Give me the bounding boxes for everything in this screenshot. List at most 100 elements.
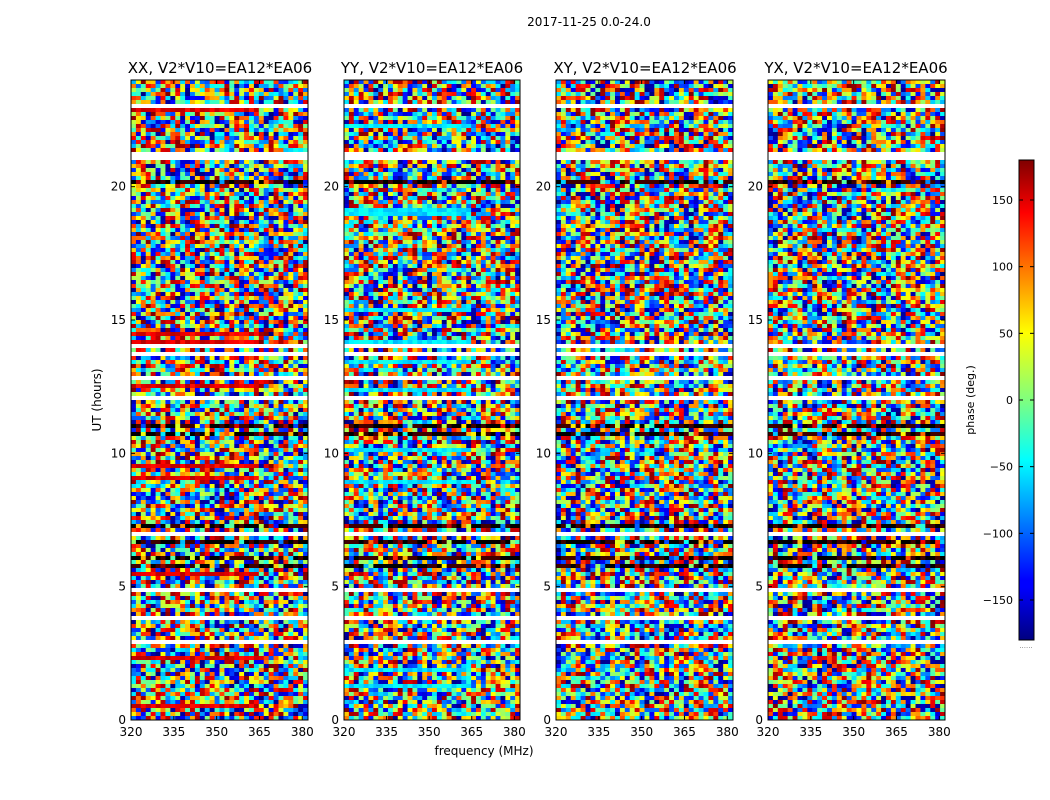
heatmap-cell bbox=[165, 544, 171, 549]
heatmap-cell bbox=[165, 380, 171, 385]
heatmap-cell bbox=[258, 468, 265, 473]
heatmap-cell bbox=[283, 284, 289, 289]
heatmap-cell bbox=[214, 608, 220, 613]
heatmap-cell bbox=[293, 408, 299, 413]
heatmap-cell bbox=[249, 552, 255, 557]
heatmap-cell bbox=[219, 328, 225, 333]
heatmap-cell bbox=[249, 624, 255, 629]
heatmap-cell bbox=[249, 132, 255, 137]
heatmap-cell bbox=[283, 372, 289, 377]
heatmap-cell bbox=[224, 84, 230, 89]
heatmap-cell bbox=[239, 508, 245, 513]
heatmap-cell bbox=[131, 132, 137, 137]
heatmap-cell bbox=[204, 240, 211, 245]
heatmap-cell bbox=[229, 448, 235, 453]
heatmap-cell bbox=[273, 524, 279, 529]
heatmap-cell bbox=[263, 412, 270, 417]
heatmap-cell bbox=[160, 176, 166, 181]
heatmap-cell bbox=[209, 364, 215, 369]
heatmap-cell bbox=[303, 116, 309, 121]
heatmap-cell bbox=[229, 200, 235, 205]
heatmap-cell bbox=[194, 228, 201, 233]
heatmap-cell bbox=[293, 592, 299, 597]
heatmap-cell bbox=[288, 516, 294, 521]
heatmap-cell bbox=[194, 368, 201, 373]
heatmap-cell bbox=[150, 268, 156, 273]
heatmap-cell bbox=[185, 256, 191, 261]
heatmap-cell bbox=[165, 184, 171, 189]
heatmap-cell bbox=[229, 384, 235, 389]
heatmap-cell bbox=[204, 528, 211, 533]
heatmap-cell bbox=[135, 336, 142, 341]
heatmap-cell bbox=[249, 516, 255, 521]
heatmap-cell bbox=[224, 464, 230, 469]
heatmap-cell bbox=[185, 364, 191, 369]
heatmap-cell bbox=[155, 244, 161, 249]
heatmap-cell bbox=[155, 336, 161, 341]
heatmap-cell bbox=[268, 512, 274, 517]
heatmap-cell bbox=[239, 532, 245, 537]
heatmap-cell bbox=[194, 328, 201, 333]
heatmap-cell bbox=[293, 552, 299, 557]
heatmap-cell bbox=[180, 336, 186, 341]
heatmap-cell bbox=[288, 600, 294, 605]
heatmap-cell bbox=[214, 520, 220, 525]
heatmap-cell bbox=[185, 552, 191, 557]
heatmap-cell bbox=[268, 608, 274, 613]
heatmap-cell bbox=[253, 196, 260, 201]
heatmap-cell bbox=[155, 272, 161, 277]
heatmap-cell bbox=[229, 428, 235, 433]
heatmap-cell bbox=[263, 212, 270, 217]
heatmap-cell bbox=[170, 484, 176, 489]
heatmap-cell bbox=[150, 508, 156, 513]
heatmap-cell bbox=[190, 448, 196, 453]
heatmap-cell bbox=[135, 276, 142, 281]
heatmap-cell bbox=[135, 596, 142, 601]
heatmap-cell bbox=[155, 392, 161, 397]
heatmap-cell bbox=[170, 116, 176, 121]
heatmap-cell bbox=[273, 604, 279, 609]
heatmap-cell bbox=[288, 336, 294, 341]
heatmap-cell bbox=[170, 184, 176, 189]
heatmap-cell bbox=[204, 520, 211, 525]
heatmap-cell bbox=[268, 576, 274, 581]
heatmap-cell bbox=[239, 576, 245, 581]
heatmap-cell bbox=[283, 572, 289, 577]
heatmap-cell bbox=[209, 144, 215, 149]
heatmap-cell bbox=[244, 480, 250, 485]
heatmap-cell bbox=[239, 204, 245, 209]
heatmap-cell bbox=[175, 408, 181, 413]
heatmap-cell bbox=[165, 268, 171, 273]
heatmap-cell bbox=[249, 424, 255, 429]
heatmap-cell bbox=[180, 568, 186, 573]
heatmap-cell bbox=[135, 204, 142, 209]
heatmap-cell bbox=[219, 492, 225, 497]
heatmap-cell bbox=[150, 188, 156, 193]
heatmap-cell bbox=[258, 112, 265, 117]
heatmap-cell bbox=[175, 604, 181, 609]
heatmap-cell bbox=[190, 124, 196, 129]
heatmap-cell bbox=[239, 196, 245, 201]
heatmap-cell bbox=[298, 232, 304, 237]
heatmap-cell bbox=[249, 192, 255, 197]
heatmap-cell bbox=[155, 256, 161, 261]
heatmap-cell bbox=[204, 156, 211, 161]
heatmap-cell bbox=[194, 88, 201, 93]
heatmap-cell bbox=[199, 264, 206, 269]
heatmap-cell bbox=[209, 224, 215, 229]
heatmap-cell bbox=[283, 144, 289, 149]
heatmap-cell bbox=[145, 92, 152, 97]
heatmap-cell bbox=[145, 440, 152, 445]
heatmap-cell bbox=[145, 228, 152, 233]
heatmap-cell bbox=[249, 160, 255, 165]
heatmap-cell bbox=[263, 464, 270, 469]
heatmap-cell bbox=[199, 308, 206, 313]
heatmap-cell bbox=[170, 528, 176, 533]
heatmap-cell bbox=[155, 156, 161, 161]
heatmap-cell bbox=[263, 348, 270, 353]
heatmap-cell bbox=[194, 376, 201, 381]
heatmap-cell bbox=[244, 308, 250, 313]
heatmap-cell bbox=[135, 132, 142, 137]
heatmap-cell bbox=[253, 592, 260, 597]
heatmap-cell bbox=[244, 224, 250, 229]
